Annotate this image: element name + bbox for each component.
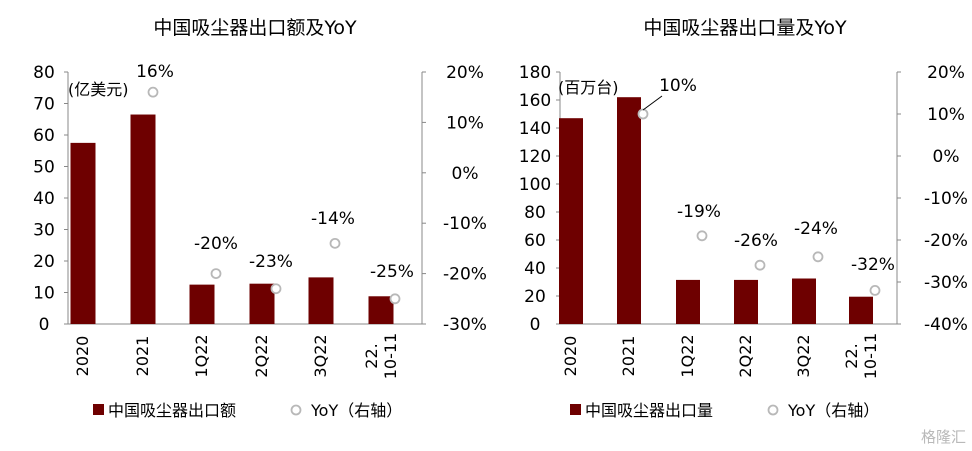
- chart-1-yoy-label: -23%: [249, 252, 293, 272]
- chart-2-yoy-point: [754, 259, 766, 271]
- chart-1-left-tick-label: 10: [33, 284, 55, 304]
- chart-2-bar: [559, 118, 583, 324]
- chart-1-right-tick-label: -20%: [443, 265, 487, 285]
- chart-1-right-tick-label: -30%: [443, 315, 487, 335]
- chart-1-yoy-label: -25%: [370, 262, 414, 282]
- chart-2-bar: [676, 279, 700, 324]
- chart-2-yoy-leader-line: [642, 95, 663, 111]
- chart-2-yoy-label: -32%: [851, 255, 895, 275]
- chart-1-left-tick-label: 0: [39, 315, 50, 335]
- chart-1-bar: [70, 142, 96, 324]
- chart-2-left-tick-label: 20: [524, 287, 546, 307]
- chart-1-left-tick-label: 60: [33, 126, 55, 146]
- chart-2-category-label: 3Q22: [794, 334, 813, 377]
- chart-1-title: 中国吸尘器出口额及YoY: [153, 17, 357, 39]
- chart-1-category-label-line: 22.: [362, 343, 381, 368]
- chart-2-category-label: 22.10-11: [842, 333, 880, 380]
- chart-2-yoy-point: [869, 284, 881, 296]
- chart-1-yoy-point: [210, 268, 222, 280]
- chart-2-right-tick-label: -20%: [924, 231, 968, 251]
- chart-1-yoy-label: 16%: [136, 62, 174, 82]
- watermark: 格隆汇: [920, 428, 966, 446]
- chart-1-bar: [368, 296, 394, 324]
- chart-2-legend-yoy-label: YoY（右轴）: [787, 401, 879, 420]
- chart-2-left-tick-label: 120: [519, 147, 551, 167]
- chart-1-left-tick-label: 30: [33, 221, 55, 241]
- chart-2-category-label: 2Q22: [736, 334, 755, 377]
- chart-1-category-label: 3Q22: [311, 334, 330, 377]
- chart-2-yoy-point: [637, 108, 649, 120]
- chart-1-bar: [249, 283, 275, 324]
- chart-2-title: 中国吸尘器出口量及YoY: [643, 17, 847, 39]
- chart-2-right-tick-label: -40%: [924, 315, 968, 335]
- chart-1-bar: [308, 277, 334, 324]
- chart-2-right-tick-label: -30%: [924, 273, 968, 293]
- chart-2-unit-label: (百万台): [558, 78, 619, 97]
- chart-1-category-label: 2Q22: [252, 334, 271, 377]
- chart-2-category-label-line: 10-11: [861, 333, 880, 380]
- chart-2-right-tick-label: -10%: [924, 189, 968, 209]
- chart-2-right-tick-label: 10%: [927, 105, 965, 125]
- chart-1-yoy-point: [147, 86, 159, 98]
- chart-2-left-tick-label: 160: [519, 91, 551, 111]
- chart-1-right-tick-label: 20%: [446, 63, 484, 83]
- chart-1-legend-bar-label: 中国吸尘器出口额: [108, 401, 236, 420]
- chart-1-yoy-point: [270, 283, 282, 295]
- chart-2-left-tick-label: 80: [524, 203, 546, 223]
- chart-2-category-label: 2020: [561, 336, 580, 377]
- chart-2-left-tick-label: 0: [530, 315, 541, 335]
- chart-2-legend-bar-swatch: [570, 404, 581, 415]
- chart-2-bar: [792, 278, 816, 324]
- chart-2-left-tick-label: 60: [524, 231, 546, 251]
- chart-1-legend-bar-swatch: [93, 404, 104, 415]
- chart-1-category-label: 1Q22: [192, 334, 211, 377]
- chart-1-legend-yoy-swatch: [290, 404, 302, 416]
- chart-1-category-label-line: 10-11: [381, 333, 400, 380]
- chart-2-yoy-label: -24%: [794, 219, 838, 239]
- chart-1-category-label: 2020: [73, 336, 92, 377]
- chart-2-category-label: 1Q22: [678, 334, 697, 377]
- chart-1-left-tick-label: 20: [33, 252, 55, 272]
- chart-2-yoy-point: [696, 230, 708, 242]
- chart-1-yoy-point: [329, 237, 341, 249]
- chart-1-category-label: 2021: [133, 336, 152, 377]
- chart-2-bar: [849, 296, 873, 324]
- chart-1-right-tick-label: -10%: [443, 214, 487, 234]
- chart-1-bar: [189, 284, 215, 324]
- chart-1-bar: [130, 114, 156, 325]
- chart-1-right-tick-label: 0%: [452, 164, 479, 184]
- chart-2-left-tick-label: 40: [524, 259, 546, 279]
- chart-2-yoy-point: [812, 251, 824, 263]
- chart-1-legend-yoy-label: YoY（右轴）: [310, 401, 402, 420]
- chart-1-yoy-point: [389, 293, 401, 305]
- chart-1-unit-label: (亿美元): [68, 80, 129, 99]
- chart-1-left-tick-label: 50: [33, 158, 55, 178]
- chart-1-left-tick-label: 80: [33, 63, 55, 83]
- chart-2-right-tick-label: 0%: [933, 147, 960, 167]
- chart-2-legend-bar-label: 中国吸尘器出口量: [585, 401, 713, 420]
- chart-2-yoy-label: 10%: [659, 76, 697, 96]
- chart-2-bar: [734, 279, 758, 324]
- chart-2-category-label-line: 22.: [842, 343, 861, 368]
- chart-2-legend-yoy-swatch: [767, 404, 779, 416]
- chart-2-left-tick-label: 100: [519, 175, 551, 195]
- chart-1-left-tick-label: 70: [33, 95, 55, 115]
- chart-1-yoy-label: -20%: [194, 234, 238, 254]
- chart-1-yoy-label: -14%: [311, 209, 355, 229]
- chart-2-left-tick-label: 180: [519, 63, 551, 83]
- chart-1-right-tick-label: 10%: [446, 113, 484, 133]
- chart-2-yoy-label: -19%: [677, 202, 721, 222]
- chart-1-left-tick-label: 40: [33, 189, 55, 209]
- chart-2-yoy-label: -26%: [734, 231, 778, 251]
- chart-2-bar: [617, 97, 641, 324]
- chart-2-category-label: 2021: [619, 336, 638, 377]
- chart-2-right-tick-label: 20%: [927, 63, 965, 83]
- chart-2-left-tick-label: 140: [519, 119, 551, 139]
- chart-1-category-label: 22.10-11: [362, 333, 400, 380]
